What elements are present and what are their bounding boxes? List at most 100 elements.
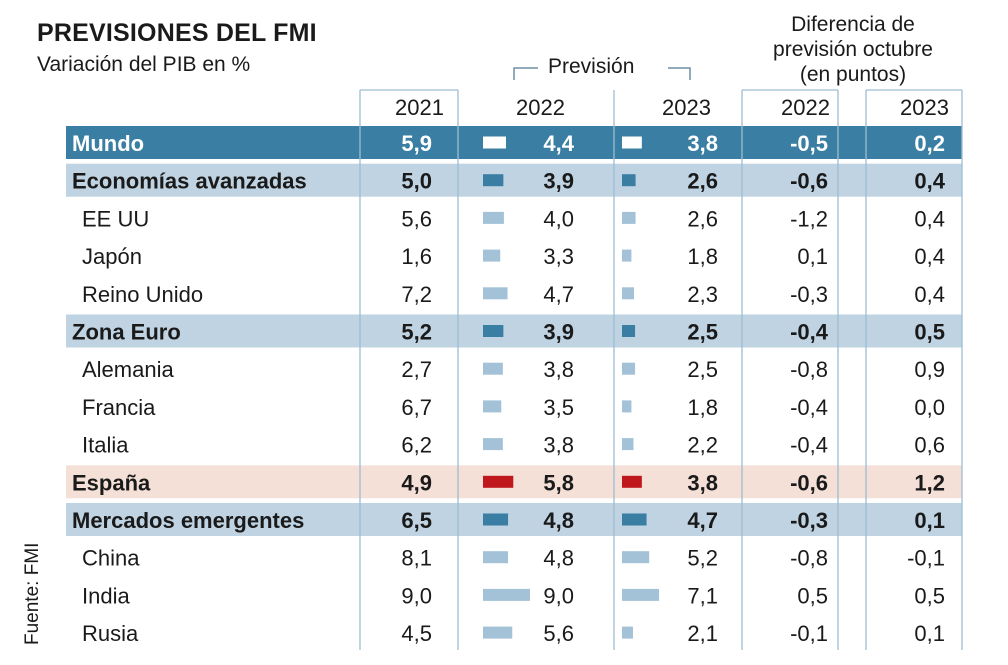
diff-2022: -1,2 [790,206,828,231]
row-label: China [82,546,140,571]
diferencia-label-line: Diferencia de [791,13,915,36]
column-header-year: 2022 [781,95,830,120]
row-label: Rusia [82,621,139,646]
bar-2022 [483,475,514,488]
diff-2022: -0,4 [790,433,828,458]
bar-2022 [483,211,504,224]
bar-2022 [483,325,504,337]
chart-title: PREVISIONES DEL FMI [37,19,317,47]
diff-2022: 0,5 [797,583,828,608]
prevision-label: Previsión [548,55,635,78]
value-2021: 5,0 [401,169,432,194]
value-2022: 3,9 [543,169,574,194]
value-2021: 4,5 [401,621,432,646]
bar-2023 [622,325,636,337]
diff-2023: 0,5 [914,320,945,345]
bar-2023 [622,551,650,564]
source-note: Fuente: FMI [22,542,43,645]
diff-2022: -0,5 [790,131,828,156]
value-2022: 9,0 [543,583,574,608]
row-background [66,503,962,536]
diff-2022: -0,6 [790,470,828,495]
value-2021: 8,1 [401,546,432,571]
row-label: Japón [82,244,142,269]
bar-2022 [483,287,508,300]
bar-2023 [622,362,636,375]
bar-2023 [622,400,632,413]
value-2023: 2,5 [687,357,718,382]
diff-2023: 0,9 [914,357,945,382]
diff-2023: -0,1 [907,546,945,571]
value-2023: 5,2 [687,546,718,571]
bar-2022 [483,136,506,149]
row-label: Economías avanzadas [72,169,307,194]
diff-2022: -0,3 [790,282,828,307]
bar-2023 [622,475,642,488]
bar-2023 [622,211,636,224]
row-label: Zona Euro [72,320,181,345]
value-2023: 2,2 [687,433,718,458]
value-2021: 9,0 [401,583,432,608]
row-label: Alemania [82,357,174,382]
value-2022: 5,8 [543,470,574,495]
diferencia-label-line: previsión octubre [773,38,933,61]
row-label: Francia [82,395,156,420]
diferencia-label-line: (en puntos) [799,63,907,86]
value-2022: 4,0 [543,206,574,231]
bar-2022 [483,513,509,526]
value-2021: 6,7 [401,395,432,420]
value-2022: 4,8 [543,546,574,571]
value-2023: 2,6 [687,169,718,194]
diff-2022: -0,6 [790,169,828,194]
value-2021: 5,9 [401,131,432,156]
bar-2022 [483,588,530,601]
value-2022: 4,4 [543,131,574,156]
diff-2022: 0,1 [797,244,828,269]
bar-2022 [483,362,503,375]
value-2021: 6,2 [401,433,432,458]
diff-2022: -0,4 [790,395,828,420]
bar-2023 [622,588,660,601]
column-header-year: 2022 [516,95,565,120]
bar-2023 [622,136,642,149]
value-2022: 3,8 [543,433,574,458]
bar-2023 [622,513,647,526]
row-background [66,126,962,159]
value-2022: 3,8 [543,357,574,382]
row-label: Reino Unido [82,282,203,307]
row-background [66,465,962,499]
diff-2023: 0,6 [914,433,945,458]
diff-2023: 0,5 [914,583,945,608]
diff-2023: 0,2 [914,131,945,156]
value-2021: 1,6 [401,244,432,269]
bar-2023 [622,438,634,451]
chart-subtitle: Variación del PIB en % [37,53,251,76]
row-label: India [82,583,130,608]
value-2021: 4,9 [401,470,432,495]
row-label: Mercados emergentes [72,508,304,533]
bar-2022 [483,438,503,451]
value-2023: 7,1 [687,583,718,608]
value-2023: 1,8 [687,395,718,420]
value-2022: 3,3 [543,244,574,269]
value-2022: 5,6 [543,621,574,646]
value-2021: 5,6 [401,206,432,231]
row-label: Mundo [72,131,144,156]
diff-2022: -0,4 [790,320,829,345]
value-2022: 3,9 [543,320,574,345]
bar-2023 [622,626,633,639]
row-label: Italia [82,433,129,458]
row-background [66,163,962,197]
value-2023: 2,5 [687,320,718,345]
value-2021: 7,2 [401,282,432,307]
column-header-year: 2021 [395,95,444,120]
bar-2022 [483,400,502,413]
row-background [66,314,962,348]
value-2023: 4,7 [687,508,718,533]
column-header-year: 2023 [662,95,711,120]
column-header-year: 2023 [900,95,949,120]
value-2023: 3,8 [687,470,718,495]
value-2021: 6,5 [401,508,432,533]
diff-2023: 0,4 [914,169,945,194]
